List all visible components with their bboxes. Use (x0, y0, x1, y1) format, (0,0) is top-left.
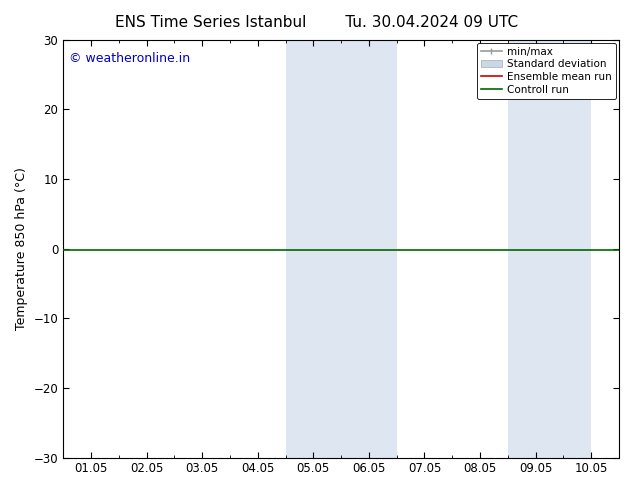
Text: © weatheronline.in: © weatheronline.in (68, 52, 190, 65)
Bar (508, 40, 592, 458)
Bar (285, 40, 397, 458)
Y-axis label: Temperature 850 hPa (°C): Temperature 850 hPa (°C) (15, 167, 28, 330)
Legend: min/max, Standard deviation, Ensemble mean run, Controll run: min/max, Standard deviation, Ensemble me… (477, 43, 616, 99)
Text: ENS Time Series Istanbul        Tu. 30.04.2024 09 UTC: ENS Time Series Istanbul Tu. 30.04.2024 … (115, 15, 519, 30)
